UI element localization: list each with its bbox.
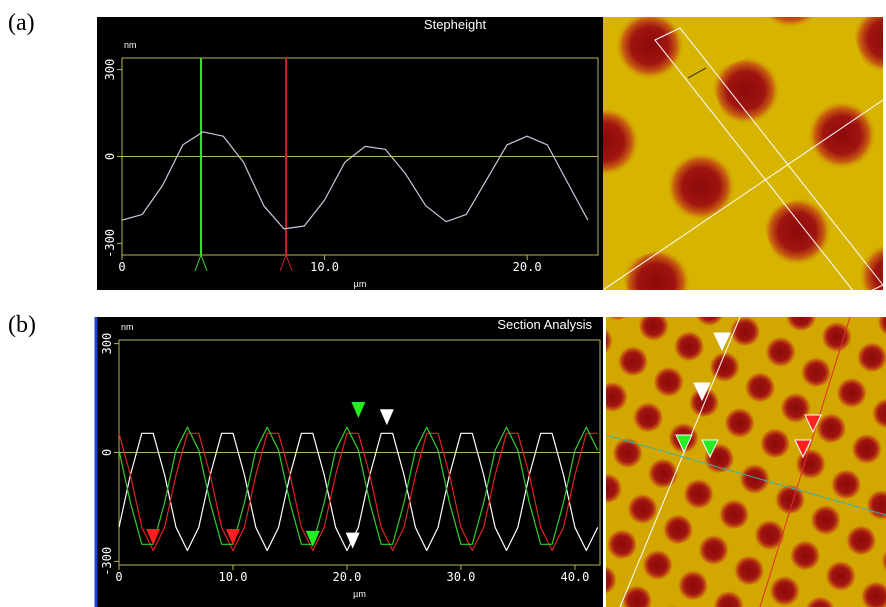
- x-tick-label: 20.0: [333, 570, 362, 584]
- y-unit: nm: [124, 40, 137, 50]
- x-tick-label: 0: [118, 260, 125, 274]
- y-tick-label: -300: [100, 547, 114, 576]
- cursor-caret: [279, 253, 293, 272]
- series-line: [121, 131, 589, 230]
- x-tick-label: 10.0: [310, 260, 339, 274]
- panel-label: (b): [8, 312, 36, 338]
- panel-label: (a): [8, 10, 35, 36]
- plot-background: [97, 17, 603, 290]
- chart-title: Stepheight: [424, 17, 487, 32]
- marker: [146, 529, 161, 546]
- x-tick-label: 10.0: [219, 570, 248, 584]
- afm-image: [603, 17, 883, 290]
- x-tick-label: 20.0: [513, 260, 542, 274]
- afm-image: [606, 317, 886, 607]
- y-tick-label: 300: [100, 333, 114, 355]
- series-line: [118, 432, 598, 552]
- cursor-caret: [194, 253, 208, 272]
- x-unit: µm: [353, 589, 366, 599]
- x-tick-label: 40.0: [560, 570, 589, 584]
- y-tick-label: -300: [103, 229, 117, 258]
- marker: [351, 402, 366, 419]
- x-unit: µm: [354, 279, 367, 289]
- y-tick-label: 300: [103, 59, 117, 81]
- y-unit: nm: [121, 322, 134, 332]
- marker: [345, 532, 360, 549]
- y-tick-label: 0: [103, 153, 117, 160]
- x-tick-label: 0: [115, 570, 122, 584]
- series-line: [118, 432, 599, 552]
- marker: [305, 530, 320, 547]
- chart-title: Section Analysis: [497, 317, 592, 332]
- y-tick-label: 0: [100, 449, 114, 456]
- x-tick-label: 30.0: [446, 570, 475, 584]
- marker: [379, 409, 394, 426]
- plot-background: [95, 317, 603, 607]
- series-line: [118, 426, 599, 545]
- marker: [225, 529, 240, 546]
